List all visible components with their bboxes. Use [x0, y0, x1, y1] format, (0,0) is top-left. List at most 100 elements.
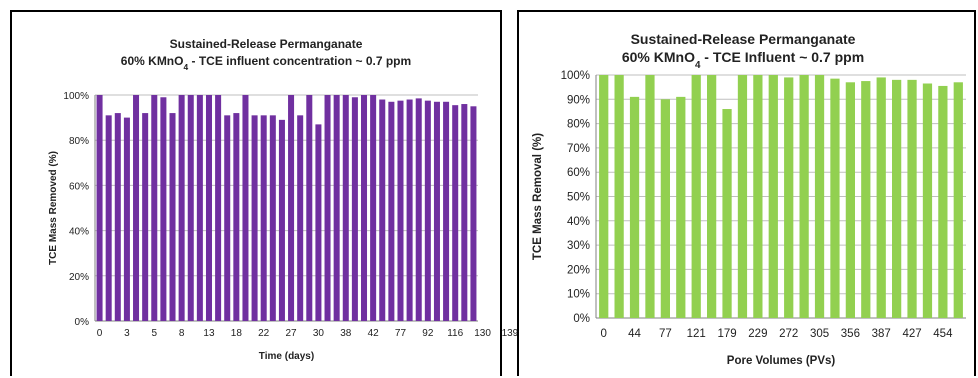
bar: [470, 106, 477, 321]
bar: [342, 95, 349, 321]
bar: [753, 75, 763, 318]
bar: [614, 75, 624, 318]
bar: [892, 79, 902, 318]
bar: [260, 115, 267, 321]
bar: [461, 104, 468, 321]
y-tick-label: 20%: [69, 272, 89, 283]
bar: [938, 85, 948, 318]
x-tick-label: 13: [203, 328, 215, 339]
x-tick-label: 139: [502, 328, 519, 339]
bar: [379, 99, 386, 322]
x-tick-label: 3: [124, 328, 130, 339]
x-tick-label: 42: [368, 328, 380, 339]
bar: [333, 95, 340, 321]
bar: [142, 113, 149, 321]
x-tick-label: 0: [601, 328, 607, 340]
x-tick-label: 5: [151, 328, 157, 339]
bar: [288, 95, 295, 321]
x-tick-label: 356: [841, 328, 860, 340]
bar: [306, 95, 313, 321]
chart-subtitle: 60% KMnO4 - TCE influent concentration ~…: [121, 54, 411, 72]
y-tick-label: 40%: [69, 227, 89, 238]
y-tick-label: 80%: [69, 136, 89, 147]
y-tick-label: 10%: [567, 289, 590, 301]
x-tick-label: 92: [422, 328, 434, 339]
bar: [351, 97, 358, 321]
bar: [324, 95, 331, 321]
bar: [660, 99, 670, 318]
bar: [242, 95, 249, 321]
y-tick-label: 0%: [75, 317, 90, 328]
bar: [160, 97, 167, 321]
bar: [251, 115, 258, 321]
x-tick-label: 305: [810, 328, 829, 340]
bar: [814, 75, 825, 318]
bar: [433, 101, 440, 321]
bar: [861, 81, 871, 318]
bar: [676, 96, 686, 319]
x-axis-title: Time (days): [259, 351, 314, 362]
bar: [768, 75, 778, 318]
bar: [269, 115, 276, 321]
bar: [629, 96, 640, 319]
bar: [424, 100, 431, 322]
x-tick-label: 130: [474, 328, 491, 339]
y-tick-label: 90%: [567, 94, 590, 106]
bar: [105, 115, 112, 321]
bar: [96, 95, 103, 321]
bar: [406, 99, 413, 322]
left-chart-panel: Sustained-Release Permanganate 60% KMnO4 …: [10, 10, 519, 376]
y-tick-label: 60%: [69, 181, 89, 192]
y-tick-label: 50%: [567, 192, 590, 204]
y-tick-label: 100%: [561, 70, 590, 82]
y-tick-label: 70%: [567, 143, 590, 155]
right-chart: Sustained-Release Permanganate 60% KMnO4 …: [532, 31, 966, 367]
x-tick-label: 116: [447, 328, 463, 339]
bar: [452, 105, 459, 321]
bar: [876, 77, 886, 319]
y-axis-title: TCE Mass Removed (%): [48, 151, 59, 265]
x-tick-label: 272: [779, 328, 798, 340]
bar: [361, 95, 368, 321]
right-chart-panel: Sustained-Release Permanganate 60% KMnO4 …: [517, 10, 976, 376]
x-tick-label: 18: [231, 328, 243, 339]
bar: [187, 95, 194, 321]
y-tick-label: 0%: [573, 313, 590, 325]
x-tick-label: 27: [285, 328, 297, 339]
bar: [169, 113, 176, 321]
y-tick-label: 30%: [567, 240, 590, 252]
bar: [123, 117, 130, 321]
bar: [907, 79, 917, 318]
bar: [737, 75, 748, 318]
bar: [133, 95, 140, 321]
bar: [415, 98, 422, 321]
bar: [397, 100, 404, 322]
bar: [151, 95, 158, 321]
bar: [707, 75, 717, 318]
bar: [370, 95, 377, 321]
bar: [388, 101, 395, 321]
bar: [784, 77, 794, 319]
x-axis-title: Pore Volumes (PVs): [727, 355, 836, 367]
x-tick-label: 0: [97, 328, 103, 339]
bar: [443, 101, 450, 321]
x-tick-label: 8: [179, 328, 185, 339]
bar: [224, 115, 231, 321]
bar: [691, 75, 701, 318]
bar: [114, 113, 121, 321]
x-tick-label: 22: [258, 328, 270, 339]
bar: [233, 113, 240, 321]
x-tick-label: 179: [717, 328, 736, 340]
bar: [196, 95, 203, 321]
y-tick-label: 60%: [567, 167, 590, 179]
bar: [278, 119, 285, 321]
y-tick-label: 20%: [567, 264, 590, 276]
bar: [953, 82, 963, 318]
x-tick-label: 77: [659, 328, 672, 340]
y-tick-label: 80%: [567, 119, 590, 131]
bar: [599, 75, 609, 318]
x-tick-label: 30: [313, 328, 325, 339]
bar: [297, 115, 304, 321]
bar: [315, 124, 322, 321]
bar: [215, 95, 222, 321]
